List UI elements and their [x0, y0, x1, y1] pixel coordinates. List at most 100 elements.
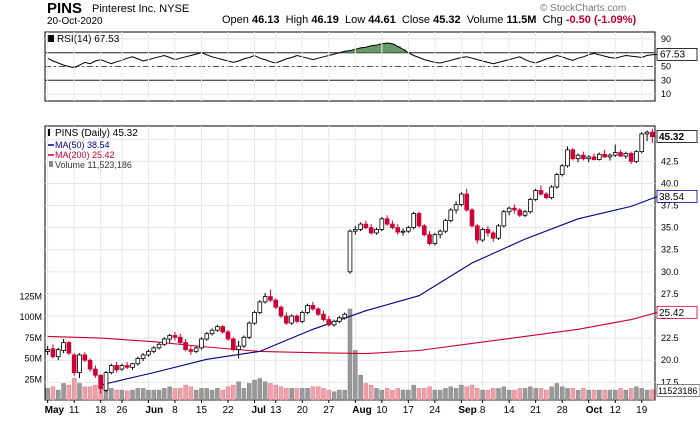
volume-bar — [66, 384, 72, 401]
candle-body — [273, 299, 279, 308]
volume-tick-label: 125M — [19, 292, 42, 302]
volume-bar — [172, 388, 178, 401]
rsi-last-value-box — [656, 48, 698, 61]
candle-body — [406, 227, 411, 232]
volume-bar — [634, 386, 639, 401]
candle-body — [374, 229, 379, 234]
candle-body — [358, 223, 363, 230]
x-tick-label: 20 — [297, 405, 309, 416]
x-tick-label: 8 — [480, 405, 486, 416]
volume-bar — [618, 388, 623, 401]
volume-bar — [231, 384, 236, 401]
candle-body — [326, 319, 332, 326]
x-tick-label: 17 — [403, 405, 415, 416]
candle-body — [570, 149, 576, 160]
volume-bar — [93, 384, 98, 401]
price-tick-label: 20.0 — [661, 355, 679, 365]
company-name: Pinterest Inc. NYSE — [92, 3, 189, 15]
candle-body — [268, 296, 273, 301]
volume-bar — [369, 384, 374, 401]
rsi-series-line — [47, 42, 658, 69]
candle-body — [93, 368, 98, 376]
volume-bar — [628, 388, 634, 401]
candle-body — [480, 229, 485, 241]
x-tick-label: Aug — [352, 405, 371, 416]
candle-body — [628, 152, 634, 162]
candle-body — [77, 354, 82, 373]
price-legend-swatch — [48, 129, 50, 136]
candle-body — [108, 365, 114, 373]
volume-bar — [262, 381, 268, 401]
volume-bar — [549, 386, 554, 401]
candle-body — [61, 342, 66, 351]
candle-body — [443, 220, 448, 232]
volume-tick-label: 50M — [24, 354, 42, 364]
candle-body — [623, 152, 629, 157]
quote-summary: Open 46.13 High 46.19 Low 44.61 Close 45… — [222, 14, 636, 26]
candle-body — [639, 133, 645, 153]
volume-bar — [581, 388, 586, 401]
volume-bar — [448, 386, 453, 401]
price-tick-label: 30.0 — [661, 267, 679, 277]
candle-body — [124, 365, 130, 368]
candle-body — [262, 296, 268, 303]
candle-body — [305, 305, 310, 313]
candle-body — [565, 149, 570, 167]
volume-last-value-box — [656, 384, 700, 397]
candle-body — [485, 229, 491, 234]
candle-body — [278, 306, 284, 317]
volume-bar — [77, 383, 82, 401]
volume-bar — [496, 388, 501, 401]
candle-body — [591, 156, 597, 160]
volume-bar — [337, 389, 342, 401]
volume-bar — [82, 386, 87, 401]
close-value: 45.32 — [433, 14, 461, 26]
volume-bar — [512, 389, 517, 401]
candle-body — [299, 312, 305, 322]
ma200-last-value-label: 25.42 — [659, 308, 684, 319]
volume-bar — [321, 388, 326, 401]
candle-body — [368, 227, 374, 234]
candle-body — [246, 322, 252, 338]
volume-bar — [315, 386, 321, 401]
volume-bar — [363, 383, 369, 401]
volume-bar — [162, 388, 167, 401]
candle-body — [549, 186, 554, 198]
volume-bar — [119, 389, 125, 401]
volume-bar — [437, 389, 443, 401]
x-tick-label: 27 — [323, 405, 335, 416]
candle-body — [363, 223, 369, 229]
candle-body — [71, 354, 77, 373]
candle-body — [411, 213, 416, 229]
candle-body — [644, 131, 650, 135]
rsi-legend-swatch — [47, 35, 54, 42]
volume-bar — [353, 350, 358, 401]
volume-bar — [56, 389, 61, 401]
open-label: Open — [222, 14, 249, 26]
volume-bar — [416, 388, 422, 401]
candle-body — [464, 193, 470, 211]
volume-bar — [294, 388, 300, 401]
rsi-legend-label: RSI(14) 67.53 — [57, 34, 120, 45]
x-tick-label: 22 — [222, 405, 234, 416]
volume-bar — [236, 381, 241, 401]
x-tick-label: May — [45, 405, 65, 416]
candle-body — [172, 335, 178, 338]
volume-bar — [559, 386, 565, 401]
candle-body — [50, 348, 56, 358]
volume-bar — [305, 388, 310, 401]
volume-bar — [151, 389, 156, 401]
company-label: Pinterest Inc. — [92, 3, 157, 15]
candle-body — [199, 338, 204, 349]
x-tick-label: 8 — [172, 405, 178, 416]
price-last-value-label: 45.32 — [659, 132, 684, 143]
price-tick-label: 32.5 — [661, 245, 679, 255]
volume-bar — [469, 384, 475, 401]
volume-bar — [252, 379, 257, 401]
volume-bar — [597, 389, 602, 401]
volume-bar — [109, 388, 114, 401]
candle-body — [543, 193, 549, 198]
volume-bar — [167, 386, 172, 401]
